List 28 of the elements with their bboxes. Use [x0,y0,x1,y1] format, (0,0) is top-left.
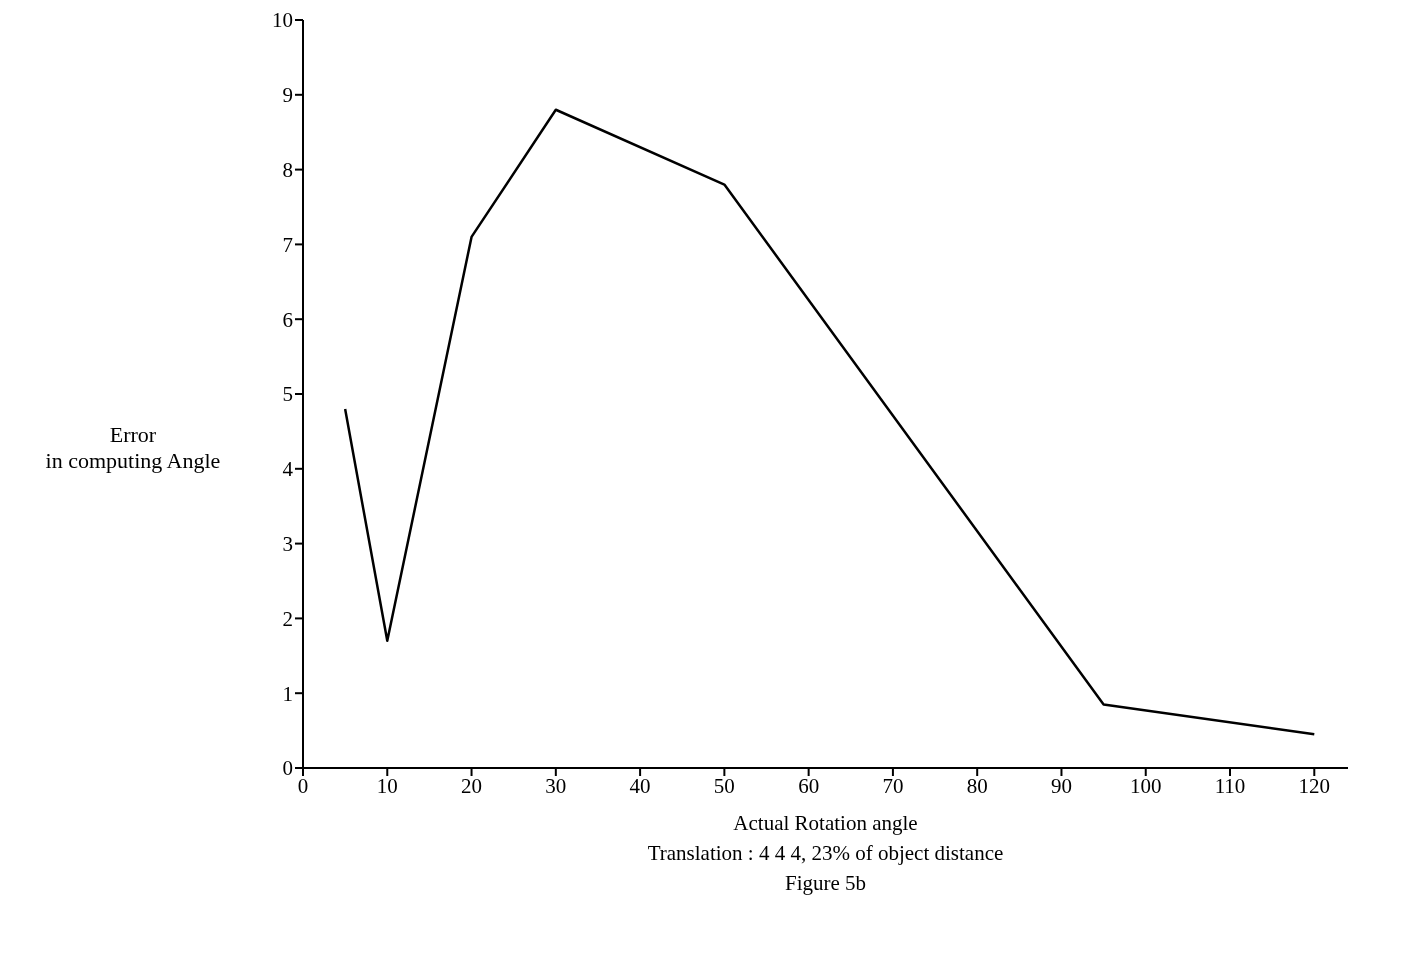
y-tick-label: 5 [282,382,293,407]
x-tick-label: 80 [966,773,988,798]
x-tick-label: 100 [1129,773,1162,798]
x-tick-label: 120 [1298,773,1331,798]
y-tick-label: 9 [282,83,293,108]
x-tick-label: 110 [1214,773,1246,798]
y-tick-label: 6 [282,307,293,332]
y-tick-label: 7 [282,232,293,257]
x-tick-label: 60 [798,773,820,798]
x-tick-label: 20 [461,773,483,798]
y-tick-label: 2 [282,606,293,631]
y-tick-label: 10 [272,8,293,33]
x-tick-label: 30 [545,773,567,798]
x-tick-label: 50 [713,773,735,798]
y-tick-label: 3 [282,532,293,557]
x-tick-label: 90 [1050,773,1072,798]
x-tick-label: 10 [376,773,398,798]
y-axis-title: Error in computing Angle [44,421,222,475]
x-tick-label: 40 [629,773,651,798]
line-series [343,108,1316,736]
y-tick-label: 8 [282,158,293,183]
y-tick-label: 4 [282,457,294,482]
text: Translation : 4 4 4, 23% of object distance [646,840,1005,867]
caption: Figure 5b [783,870,868,897]
y-tick-label: 1 [282,681,293,706]
x-axis-title: Actual Rotation angle [732,810,919,837]
x-tick-label: 70 [882,773,904,798]
y-tick-label: 0 [282,756,293,781]
